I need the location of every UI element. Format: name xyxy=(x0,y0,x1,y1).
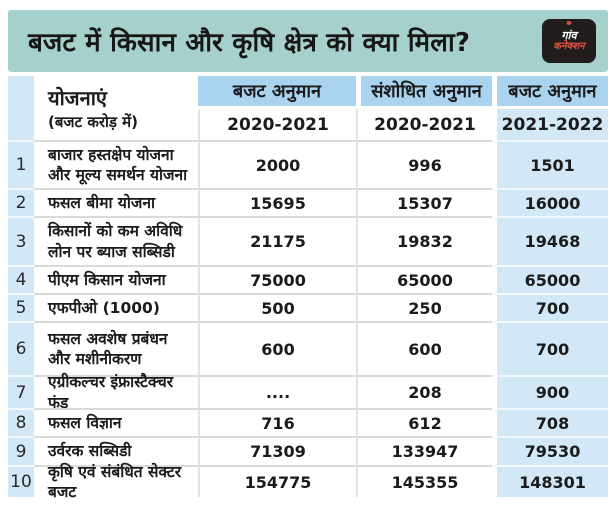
year-label-2020-2021: 2020-2021 xyxy=(198,109,356,140)
scheme-name: किसानों को कम अविधि लोन पर ब्याज सब्सिडी xyxy=(34,216,198,265)
value-re-2020: 133947 xyxy=(356,436,492,465)
budget-table: योजनाएं (बजट करोड़ में) बजट अनुमान संशोध… xyxy=(8,76,608,501)
value-be-2021: 1501 xyxy=(492,140,608,188)
row-number: 10 xyxy=(8,465,34,497)
value-be-2020: 21175 xyxy=(198,216,356,265)
column-header-revised-estimate-2020: संशोधित अनुमान xyxy=(356,76,492,109)
row-number: 6 xyxy=(8,321,34,375)
value-re-2020: 145355 xyxy=(356,465,492,497)
value-re-2020: 996 xyxy=(356,140,492,188)
value-re-2020: 65000 xyxy=(356,265,492,293)
scheme-name: कृषि एवं संबंधित सेक्टर बजट xyxy=(34,463,198,501)
schemes-column-header: योजनाएं (बजट करोड़ में) xyxy=(34,76,198,140)
scheme-name: उर्वरक सब्सिडी xyxy=(34,436,198,465)
value-be-2020: .... xyxy=(198,375,356,408)
value-be-2021: 19468 xyxy=(492,216,608,265)
row-number: 2 xyxy=(8,188,34,216)
scheme-name: फसल विज्ञान xyxy=(34,408,198,436)
value-re-2020: 250 xyxy=(356,293,492,321)
row-number: 7 xyxy=(8,375,34,408)
value-be-2020: 154775 xyxy=(198,465,356,497)
title-banner: बजट में किसान और कृषि क्षेत्र को क्या मि… xyxy=(8,10,608,72)
value-be-2020: 500 xyxy=(198,293,356,321)
value-re-2020: 19832 xyxy=(356,216,492,265)
row-number: 5 xyxy=(8,293,34,321)
value-be-2020: 71309 xyxy=(198,436,356,465)
value-re-2020: 612 xyxy=(356,408,492,436)
schemes-title: योजनाएं xyxy=(48,86,107,110)
value-re-2020: 208 xyxy=(356,375,492,408)
row-number: 9 xyxy=(8,436,34,465)
scheme-name: पीएम किसान योजना xyxy=(34,265,198,293)
row-number: 8 xyxy=(8,408,34,436)
logo-accent-dot xyxy=(566,21,572,25)
value-be-2021: 79530 xyxy=(492,436,608,465)
schemes-unit-note: (बजट करोड़ में) xyxy=(48,113,138,131)
column-header-budget-estimate-2021: बजट अनुमान xyxy=(492,76,608,109)
row-number-column-header xyxy=(8,76,34,140)
scheme-name: एफपीओ (1000) xyxy=(34,293,198,321)
value-be-2021: 700 xyxy=(492,293,608,321)
page-title: बजट में किसान और कृषि क्षेत्र को क्या मि… xyxy=(28,28,471,58)
row-number: 1 xyxy=(8,140,34,188)
value-be-2021: 900 xyxy=(492,375,608,408)
value-be-2021: 708 xyxy=(492,408,608,436)
scheme-name: फसल बीमा योजना xyxy=(34,188,198,216)
logo-text-line2: कनेक्शन xyxy=(553,40,585,52)
value-be-2021: 148301 xyxy=(492,465,608,497)
value-be-2020: 15695 xyxy=(198,188,356,216)
value-be-2021: 65000 xyxy=(492,265,608,293)
scheme-name: बाजार हस्तक्षेप योजना और मूल्य समर्थन यो… xyxy=(34,140,198,188)
value-be-2020: 2000 xyxy=(198,140,356,188)
year-label-2021-2022: 2021-2022 xyxy=(492,109,608,140)
value-re-2020: 600 xyxy=(356,321,492,375)
value-be-2020: 75000 xyxy=(198,265,356,293)
value-be-2020: 600 xyxy=(198,321,356,375)
value-re-2020: 15307 xyxy=(356,188,492,216)
value-be-2021: 700 xyxy=(492,321,608,375)
scheme-name: एग्रीकल्चर इंफ्रास्टैक्चर फंड xyxy=(34,373,198,412)
row-number: 3 xyxy=(8,216,34,265)
row-number: 4 xyxy=(8,265,34,293)
column-header-budget-estimate-2020: बजट अनुमान xyxy=(198,76,356,109)
gaon-connection-logo: गांव कनेक्शन xyxy=(542,19,596,63)
logo-text-line1: गांव xyxy=(561,28,577,42)
scheme-name: फसल अवशेष प्रबंधन और मशीनीकरण xyxy=(34,321,198,375)
value-be-2021: 16000 xyxy=(492,188,608,216)
year-label-2020-2021: 2020-2021 xyxy=(356,109,492,140)
value-be-2020: 716 xyxy=(198,408,356,436)
